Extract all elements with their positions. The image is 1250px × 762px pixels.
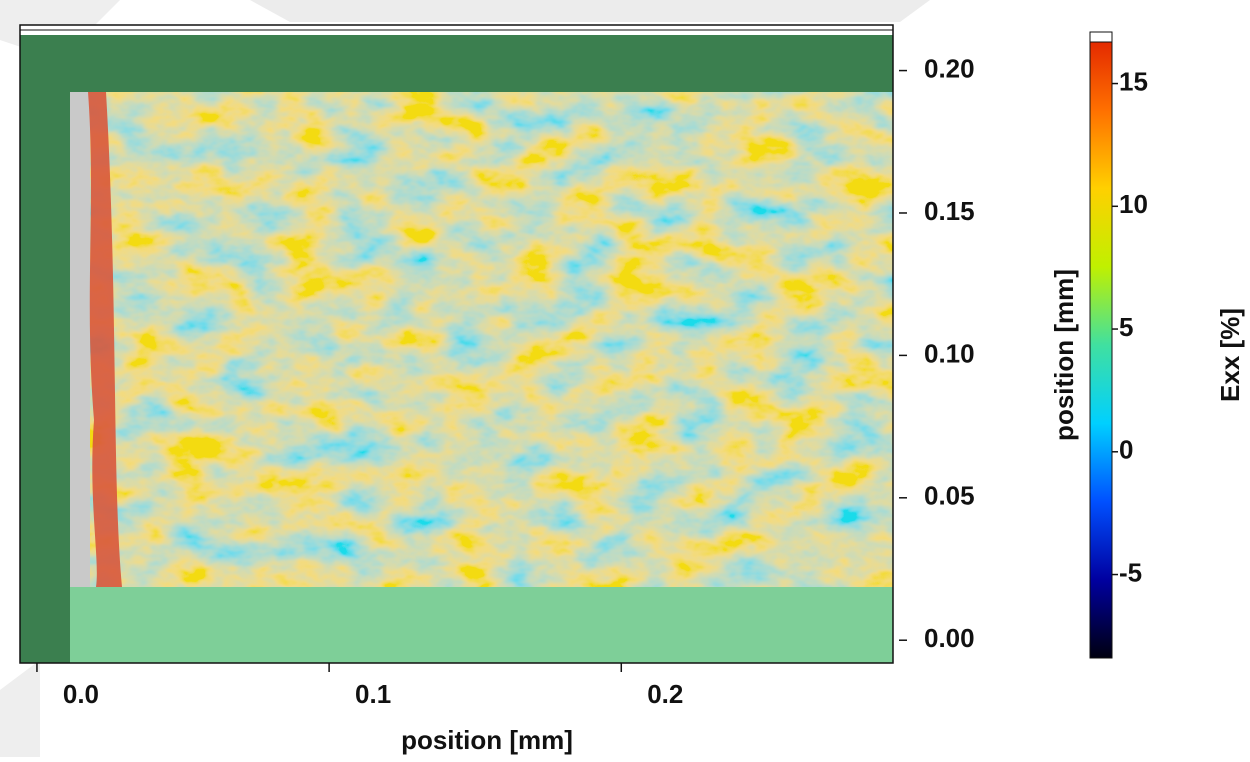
reference-band bbox=[70, 587, 893, 663]
map-texture bbox=[70, 92, 893, 587]
y-tick-label: 0.15 bbox=[924, 196, 975, 226]
colorbar-label: Exx [%] bbox=[1215, 308, 1245, 402]
x-tick-label: 0.2 bbox=[647, 679, 683, 709]
colorbar-tick-label: -5 bbox=[1119, 557, 1142, 587]
colorbar-tick-label: 10 bbox=[1119, 189, 1148, 219]
colorbar-tick-label: 15 bbox=[1119, 66, 1148, 96]
x-tick-label: 0.1 bbox=[355, 679, 391, 709]
x-axis-label: position [mm] bbox=[401, 725, 573, 755]
edge bbox=[70, 92, 90, 587]
y-tick-label: 0.00 bbox=[924, 623, 975, 653]
y-axis-label: position [mm] bbox=[1049, 269, 1079, 441]
chart: position [mm] position [mm] Exx [%] 0.00… bbox=[0, 0, 1250, 757]
watermark bbox=[0, 660, 40, 757]
y-tick-label: 0.20 bbox=[924, 53, 975, 83]
x-tick-label: 0.0 bbox=[63, 679, 99, 709]
y-tick-label: 0.05 bbox=[924, 481, 975, 511]
colorbar bbox=[1090, 32, 1112, 658]
colorbar-overflow bbox=[1090, 32, 1112, 42]
y-tick-label: 0.10 bbox=[924, 338, 975, 368]
colorbar-tick-label: 0 bbox=[1119, 435, 1133, 465]
watermark bbox=[250, 0, 930, 22]
strain-map bbox=[20, 25, 893, 663]
colorbar-tick-label: 5 bbox=[1119, 312, 1133, 342]
